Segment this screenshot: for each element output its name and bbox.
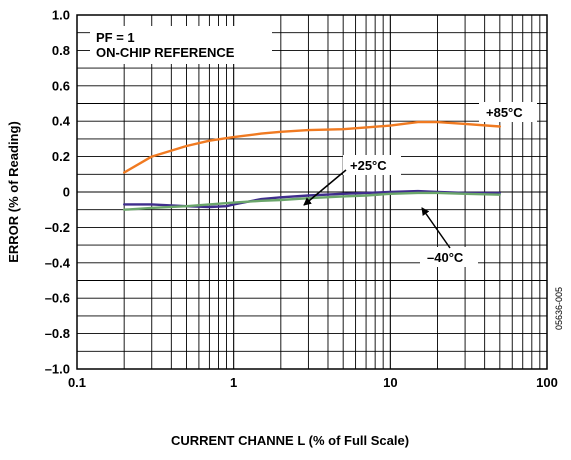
figure-code: 05636-005: [554, 287, 564, 330]
y-tick-label: –0.2: [45, 220, 70, 235]
arrow-25c: [303, 169, 347, 206]
series-line-0: [122, 120, 501, 174]
y-axis-title: ERROR (% of Reading): [6, 121, 21, 263]
grid: [77, 15, 547, 369]
y-tick-label: 0.8: [52, 43, 70, 58]
y-tick-label: 0.2: [52, 149, 70, 164]
x-tick-label: 0.1: [68, 375, 86, 390]
plot-frame: [76, 14, 548, 370]
y-tick-label: 0.4: [52, 114, 71, 129]
arrow-minus40c: [421, 207, 451, 249]
condition-reference-label: ON-CHIP REFERENCE: [96, 45, 235, 60]
x-tick-label: 10: [383, 375, 397, 390]
y-tick-label: 0.6: [52, 78, 70, 93]
series-label-25c: +25°C: [350, 158, 387, 173]
y-tick-label: –0.6: [45, 291, 70, 306]
tick-labels: 1.0 0.8 0.6 0.4 0.2 0 –0.2 –0.4 –0.6 –0.8 –1.00.1 1…: [45, 8, 558, 391]
x-axis-title: CURRENT CHANNE L (% of Full Scale): [171, 433, 409, 448]
condition-box: [90, 26, 272, 64]
series-label-85c: +85°C: [486, 105, 523, 120]
label-85-bg: [479, 102, 537, 122]
label-m40-bg: [420, 247, 478, 267]
x-tick-label: 100: [536, 375, 558, 390]
y-tick-label: 0: [63, 185, 70, 200]
label-25-bg: [343, 155, 401, 175]
series-label-minus40c: –40°C: [427, 250, 464, 265]
series-line-1: [122, 189, 501, 209]
y-tick-label: –0.4: [45, 255, 71, 270]
x-tick-label: 1: [230, 375, 237, 390]
condition-pf-label: PF = 1: [96, 30, 135, 45]
y-tick-label: –0.8: [45, 326, 70, 341]
y-tick-label: 1.0: [52, 8, 70, 23]
y-tick-label: –1.0: [45, 362, 70, 377]
